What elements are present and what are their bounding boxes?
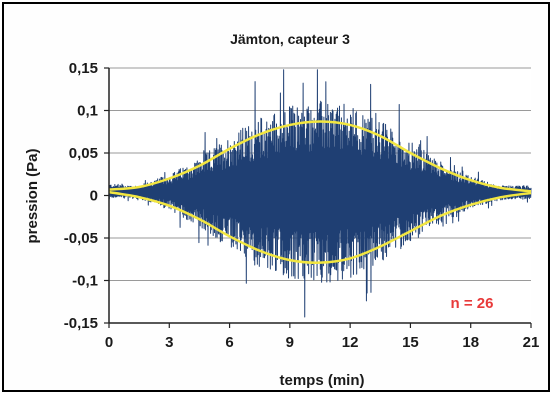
x-tick-label-5: 15	[402, 334, 419, 351]
y-tick-labels: 0,15 0,1 0,05 0 -0,05 -0,1 -0,15	[64, 60, 98, 332]
x-tick-label-7: 21	[523, 334, 540, 351]
upper-envelope-line	[108, 120, 532, 193]
y-tick-label-3: 0	[90, 188, 98, 205]
axes	[104, 67, 532, 328]
pressure-signal-series	[108, 69, 532, 318]
y-tick-label-2: 0,05	[69, 145, 98, 162]
chart-title: Jämton, capteur 3	[230, 31, 350, 47]
y-tick-label-6: -0,15	[64, 315, 98, 332]
x-tick-label-1: 3	[165, 334, 173, 351]
x-tick-label-2: 6	[225, 334, 233, 351]
chart-frame: Jämton, capteur 3 0,15 0,1 0,05 0 -0,05 -0,1 -…	[2, 2, 550, 392]
pressure-chart: Jämton, capteur 3 0,15 0,1 0,05 0 -0,05 -0,1 -…	[24, 31, 540, 389]
x-axis-label: temps (min)	[279, 372, 364, 389]
sample-count-annotation: n = 26	[451, 295, 494, 312]
lower-envelope-line	[108, 190, 532, 264]
pressure-signal-line	[108, 69, 532, 318]
y-tick-label-1: 0,1	[77, 103, 98, 120]
x-tick-label-6: 18	[462, 334, 479, 351]
y-tick-label-4: -0,05	[64, 230, 98, 247]
envelope-series	[108, 120, 532, 264]
x-tick-label-0: 0	[105, 334, 113, 351]
x-tick-label-4: 12	[342, 334, 359, 351]
y-tick-label-5: -0,1	[72, 273, 98, 290]
x-tick-labels: 0 3 6 9 12 15 18 21	[105, 334, 540, 351]
x-tick-label-3: 9	[286, 334, 294, 351]
y-tick-label-0: 0,15	[69, 60, 98, 77]
y-axis-label: pression (Pa)	[24, 148, 41, 243]
